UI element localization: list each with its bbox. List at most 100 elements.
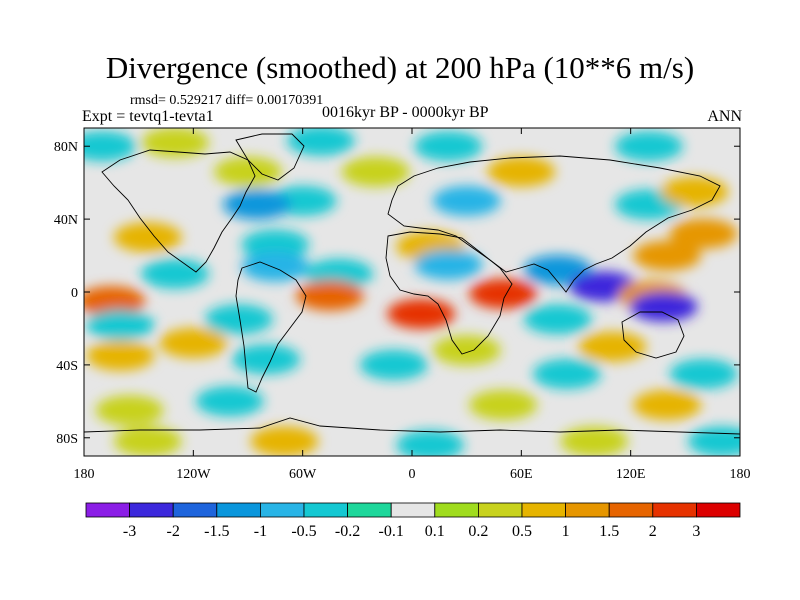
colorbar-swatch-10 xyxy=(521,502,566,518)
field-cell-34 xyxy=(432,335,501,366)
colorbar-label: 3 xyxy=(692,523,700,540)
colorbar-swatch-8 xyxy=(434,502,479,518)
y-tick-label: 80N xyxy=(54,140,78,155)
colorbar-swatch-9 xyxy=(477,502,523,518)
coastline-antarctica xyxy=(84,417,740,435)
latitude-axis: 80N 40N 0 40S 80S xyxy=(54,140,740,447)
field-cell-7 xyxy=(487,156,556,187)
rmsd-diff-stats: rmsd= 0.529217 diff= 0.00170391 xyxy=(130,93,324,108)
field-cell-28 xyxy=(469,278,538,309)
field-cell-22 xyxy=(523,255,592,286)
field-cell-44 xyxy=(633,390,702,420)
y-tick-label: 40N xyxy=(54,213,78,228)
field-cell-29 xyxy=(629,291,698,322)
season-label: ANN xyxy=(707,108,742,125)
colorbar-label: 2 xyxy=(649,523,657,540)
experiment-label: Expt = tevtq1-tevta1 xyxy=(82,108,214,125)
field-cell-4 xyxy=(614,131,683,162)
field-cell-5 xyxy=(214,156,282,187)
x-tick-label: 120W xyxy=(176,467,211,482)
x-tick-label: 180 xyxy=(730,467,751,482)
field-cell-39 xyxy=(532,359,601,389)
field-cell-2 xyxy=(286,128,355,156)
field-cell-27 xyxy=(387,298,456,329)
colorbar-swatch-2 xyxy=(172,502,218,518)
divergence-field xyxy=(84,128,740,456)
colorbar: -3 -2 -1.5 -1 -0.5 -0.2 -0.1 0.1 0.2 0.5 1 1.5 2 3 xyxy=(85,502,741,540)
field-cell-40 xyxy=(669,359,738,389)
field-cell-32 xyxy=(523,304,592,335)
field-cell-16 xyxy=(669,218,738,249)
field-cell-13 xyxy=(113,222,182,253)
colorbar-swatch-1 xyxy=(129,502,174,518)
colorbar-label: -3 xyxy=(123,523,136,540)
field-cell-26 xyxy=(296,280,364,311)
field-cell-49 xyxy=(687,426,740,456)
field-cell-25 xyxy=(84,286,146,317)
colorbar-swatch-11 xyxy=(565,502,610,518)
field-cell-3 xyxy=(414,131,483,162)
colorbar-swatch-0 xyxy=(85,502,130,518)
colorbar-swatch-6 xyxy=(347,502,392,518)
field-cell-10 xyxy=(432,185,501,216)
field-cell-17 xyxy=(633,240,702,271)
field-cell-41 xyxy=(95,395,164,426)
field-cell-47 xyxy=(396,430,465,456)
field-cell-19 xyxy=(241,251,310,282)
colorbar-label: 0.2 xyxy=(468,523,488,540)
coastline-australia xyxy=(621,311,685,359)
field-cell-9 xyxy=(223,189,292,220)
field-cell-37 xyxy=(232,344,301,375)
coastlines xyxy=(84,133,740,435)
colorbar-label: -0.2 xyxy=(335,523,360,540)
field-cell-30 xyxy=(86,309,155,340)
field-cell-12 xyxy=(660,176,729,207)
field-cell-6 xyxy=(341,156,410,187)
x-tick-label: 180 xyxy=(74,467,95,482)
colorbar-swatch-4 xyxy=(259,502,305,518)
colorbar-swatch-5 xyxy=(303,502,348,518)
field-cell-14 xyxy=(241,229,310,260)
coastline-eurasia xyxy=(387,155,721,293)
field-cell-31 xyxy=(204,304,273,335)
field-cell-46 xyxy=(250,426,319,456)
colorbar-label: -0.1 xyxy=(379,523,404,540)
colorbar-swatch-3 xyxy=(216,502,261,518)
field-cell-43 xyxy=(469,390,538,420)
coastline-north-america xyxy=(101,149,256,273)
x-tick-label: 60W xyxy=(289,467,317,482)
colorbar-label: -1.5 xyxy=(204,523,229,540)
y-tick-label: 0 xyxy=(71,286,78,301)
colorbar-label: 1 xyxy=(562,523,570,540)
field-cell-36 xyxy=(86,340,155,371)
field-cell-21 xyxy=(414,249,483,280)
longitude-axis: 180 120W 60W 0 60E 120E 180 xyxy=(74,128,751,482)
coastline-greenland xyxy=(235,133,305,181)
y-tick-label: 80S xyxy=(56,432,78,447)
field-cell-0 xyxy=(84,131,137,162)
colorbar-swatch-12 xyxy=(608,502,654,518)
map-title: Divergence (smoothed) at 200 hPa (10**6 … xyxy=(105,50,695,85)
colorbar-swatch-7 xyxy=(390,502,436,518)
colorbar-label: 0.5 xyxy=(512,523,532,540)
x-tick-label: 60E xyxy=(510,467,533,482)
field-cell-18 xyxy=(141,258,210,289)
field-cell-38 xyxy=(359,349,428,380)
coastline-africa xyxy=(385,231,513,355)
colorbar-label: -2 xyxy=(167,523,180,540)
x-tick-label: 0 xyxy=(409,467,416,482)
colorbar-swatch-14 xyxy=(696,502,741,518)
field-cell-45 xyxy=(113,426,182,456)
field-cell-42 xyxy=(195,386,264,417)
y-tick-label: 40S xyxy=(56,359,78,374)
field-cell-35 xyxy=(578,331,647,362)
field-cell-33 xyxy=(159,328,228,358)
coastline-south-america xyxy=(235,261,307,393)
colorbar-label: 0.1 xyxy=(425,523,445,540)
colorbar-swatch-13 xyxy=(652,502,697,518)
x-tick-label: 120E xyxy=(616,467,646,482)
colorbar-label: 1.5 xyxy=(599,523,619,540)
field-cell-48 xyxy=(560,426,629,456)
period-label: 0016kyr BP - 0000kyr BP xyxy=(322,104,489,121)
